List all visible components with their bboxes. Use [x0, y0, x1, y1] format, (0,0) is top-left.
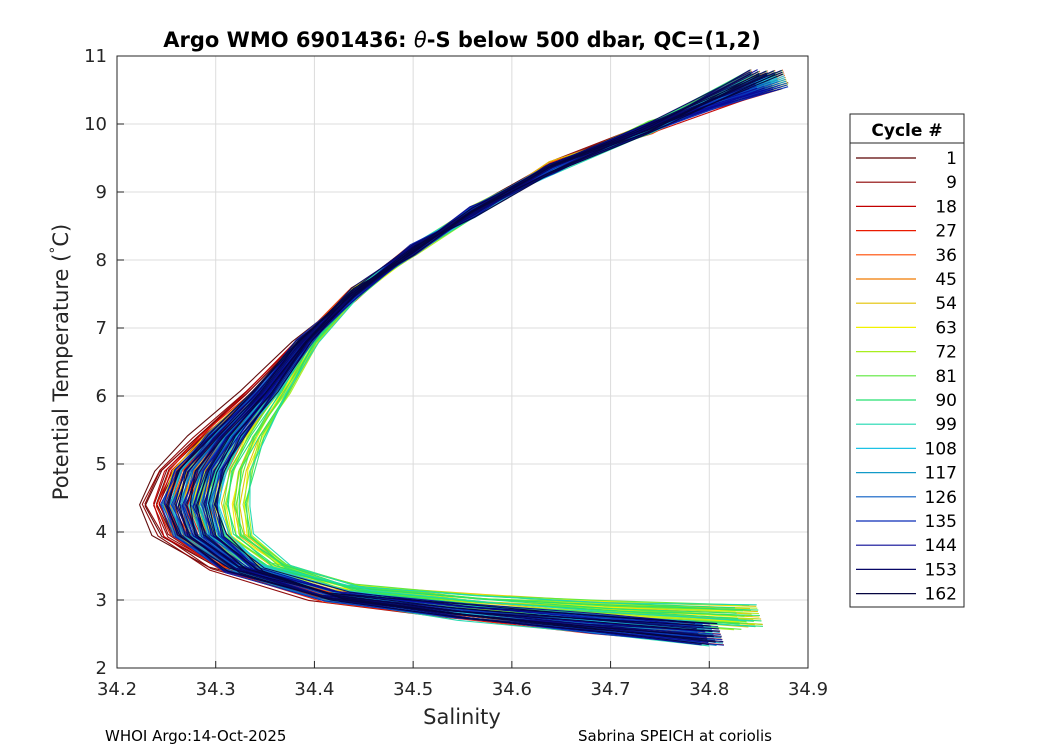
footer-left: WHOI Argo:14-Oct-2025: [105, 727, 286, 745]
x-axis-label: Salinity: [423, 705, 501, 729]
legend: Cycle # 19182736455463728190991081171261…: [849, 113, 965, 608]
y-tick-label: 11: [84, 46, 107, 67]
legend-label-162: 162: [925, 585, 957, 605]
legend-label-117: 117: [925, 464, 957, 484]
profile-line: [195, 73, 784, 632]
profile-lines: [139, 69, 789, 647]
x-tick-label: 34.9: [788, 679, 828, 700]
profile-line: [215, 70, 767, 624]
legend-label-108: 108: [925, 439, 957, 459]
x-tick-label: 34.6: [492, 679, 532, 700]
y-tick-label: 9: [96, 182, 107, 203]
legend-entries: 1 9 18 27 36 45 54 63 72 81 90 99 108 117 126 135 144 153…: [856, 149, 957, 605]
legend-label-90: 90: [935, 391, 957, 411]
legend-label-135: 135: [925, 512, 957, 532]
y-tick-label: 10: [84, 114, 107, 135]
legend-label-63: 63: [935, 318, 957, 338]
y-tick-label: 6: [96, 386, 107, 407]
legend-label-45: 45: [935, 270, 957, 290]
x-tick-label: 34.8: [689, 679, 729, 700]
y-axis-label: Potential Temperature (°C): [48, 224, 73, 500]
legend-box: [849, 113, 965, 608]
x-tick-label: 34.4: [294, 679, 334, 700]
legend-label-81: 81: [935, 367, 957, 387]
x-tick-label: 34.7: [591, 679, 631, 700]
legend-label-9: 9: [946, 173, 957, 193]
y-tick-label: 5: [96, 454, 107, 475]
legend-label-54: 54: [935, 294, 957, 314]
chart-title: Argo WMO 6901436: θ-S below 500 dbar, QC…: [163, 28, 760, 52]
legend-label-36: 36: [935, 246, 957, 266]
legend-title: Cycle #: [871, 121, 942, 141]
y-tick-label: 8: [96, 250, 107, 271]
x-tick-label: 34.5: [393, 679, 433, 700]
legend-label-18: 18: [935, 197, 957, 217]
legend-label-99: 99: [935, 415, 957, 435]
legend-label-153: 153: [925, 560, 957, 580]
y-axis-ticks: 2 3 4 5 6 7 8 9 10 11: [84, 46, 124, 679]
y-tick-label: 7: [96, 318, 107, 339]
plot-area: [117, 56, 808, 668]
x-tick-label: 34.2: [97, 679, 137, 700]
y-tick-label: 3: [96, 590, 107, 611]
legend-label-1: 1: [946, 149, 957, 169]
y-tick-label: 2: [96, 658, 107, 679]
x-axis-ticks: 34.2 34.3 34.4 34.5 34.6 34.7 34.8 34.9: [97, 661, 828, 700]
profile-line: [189, 73, 776, 627]
legend-label-72: 72: [935, 343, 957, 363]
plot-frame: [116, 55, 809, 669]
legend-label-27: 27: [935, 222, 957, 242]
legend-label-126: 126: [925, 488, 957, 508]
legend-label-144: 144: [925, 536, 957, 556]
footer-right: Sabrina SPEICH at coriolis: [578, 727, 772, 745]
x-tick-label: 34.3: [196, 679, 236, 700]
profile-line: [165, 74, 760, 640]
grid-lines: [117, 56, 808, 668]
profile-line: [177, 74, 768, 645]
y-tick-label: 4: [96, 522, 107, 543]
